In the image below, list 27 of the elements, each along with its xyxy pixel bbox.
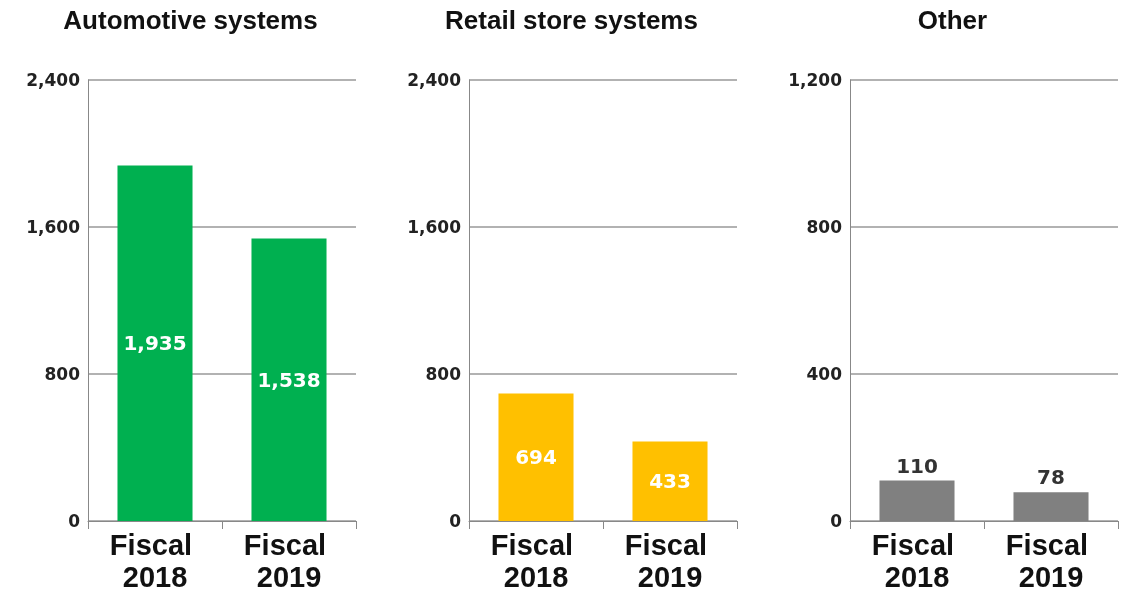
y-tick-label: 1,200 <box>788 70 843 90</box>
chart-title: Retail store systems <box>445 5 698 35</box>
y-tick-label: 1,600 <box>26 217 81 237</box>
y-tick-label: 0 <box>68 511 81 531</box>
data-label: 78 <box>1037 465 1065 490</box>
y-tick-label: 400 <box>806 364 843 384</box>
chart-title: Automotive systems <box>63 5 318 35</box>
x-tick-label: Fiscal 2018 <box>109 529 201 593</box>
chart-title: Other <box>917 5 988 35</box>
y-tick-label: 2,400 <box>407 70 462 90</box>
y-tick-label: 0 <box>830 511 843 531</box>
y-tick-label: 1,600 <box>407 217 462 237</box>
data-label: 433 <box>649 469 691 494</box>
x-tick-label: Fiscal 2019 <box>1005 529 1097 593</box>
data-label: 1,935 <box>123 331 187 356</box>
data-label: 110 <box>896 453 938 478</box>
y-tick-label: 2,400 <box>26 70 81 90</box>
data-label: 1,538 <box>257 367 321 392</box>
data-label: 694 <box>515 445 557 470</box>
x-tick-label: Fiscal 2018 <box>871 529 963 593</box>
x-tick-label: Fiscal 2019 <box>243 529 335 593</box>
x-tick-label: Fiscal 2018 <box>490 529 582 593</box>
x-tick-label: Fiscal 2019 <box>624 529 716 593</box>
y-tick-label: 0 <box>449 511 462 531</box>
y-tick-label: 800 <box>44 364 81 384</box>
y-tick-label: 800 <box>425 364 462 384</box>
y-tick-label: 800 <box>806 217 843 237</box>
